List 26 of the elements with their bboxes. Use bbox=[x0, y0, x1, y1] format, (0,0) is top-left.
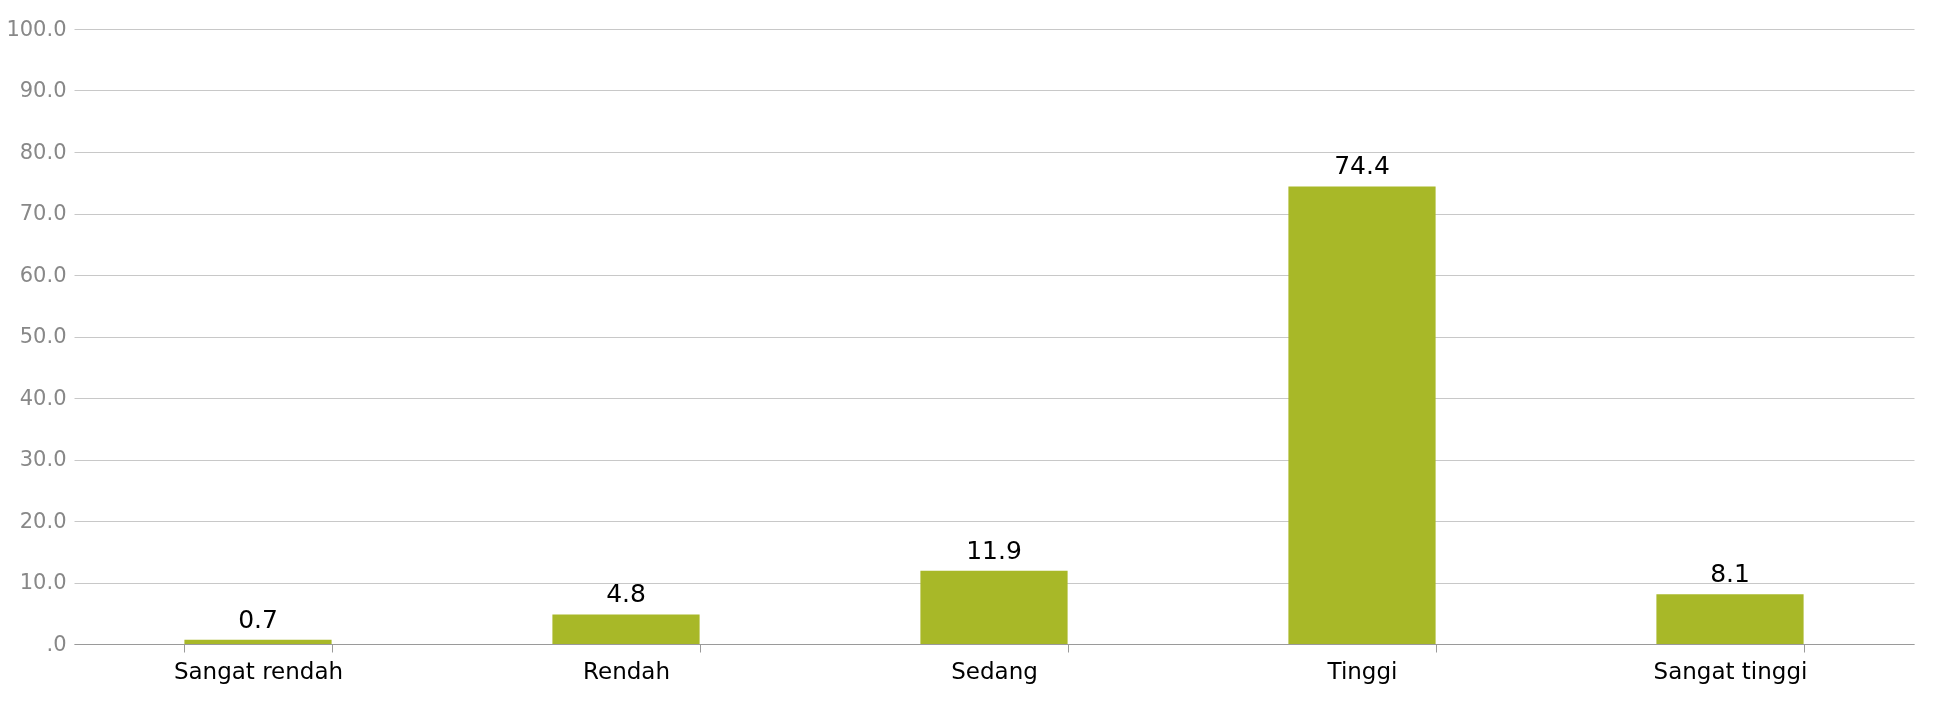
bar bbox=[1656, 594, 1804, 644]
y-tick-label: 90.0 bbox=[19, 78, 67, 102]
y-tick-label: 30.0 bbox=[19, 447, 67, 471]
x-tick-label: Rendah bbox=[583, 657, 670, 684]
x-tick-label: Sedang bbox=[951, 657, 1038, 684]
y-tick-label: 100.0 bbox=[6, 16, 67, 41]
bar bbox=[920, 570, 1068, 644]
bar bbox=[184, 639, 332, 644]
y-tick-label: .0 bbox=[46, 631, 67, 656]
data-label: 0.7 bbox=[238, 604, 278, 634]
data-label: 4.8 bbox=[606, 579, 646, 609]
bar bbox=[552, 614, 700, 644]
data-label: 74.4 bbox=[1334, 151, 1390, 181]
x-tick-label: Sangat rendah bbox=[173, 657, 344, 684]
data-label: 11.9 bbox=[966, 535, 1022, 565]
y-tick-label: 80.0 bbox=[19, 139, 67, 164]
y-tick-label: 50.0 bbox=[19, 324, 67, 348]
y-tick-label: 60.0 bbox=[19, 262, 67, 287]
y-tick-label: 20.0 bbox=[19, 508, 67, 533]
data-label: 8.1 bbox=[1710, 559, 1750, 589]
bar bbox=[1288, 186, 1436, 644]
x-tick-label: Tinggi bbox=[1326, 657, 1398, 684]
y-tick-label: 10.0 bbox=[19, 570, 67, 594]
y-tick-label: 40.0 bbox=[19, 385, 67, 410]
y-tick-label: 70.0 bbox=[19, 201, 67, 225]
x-tick-label: Sangat tinggi bbox=[1653, 657, 1808, 684]
